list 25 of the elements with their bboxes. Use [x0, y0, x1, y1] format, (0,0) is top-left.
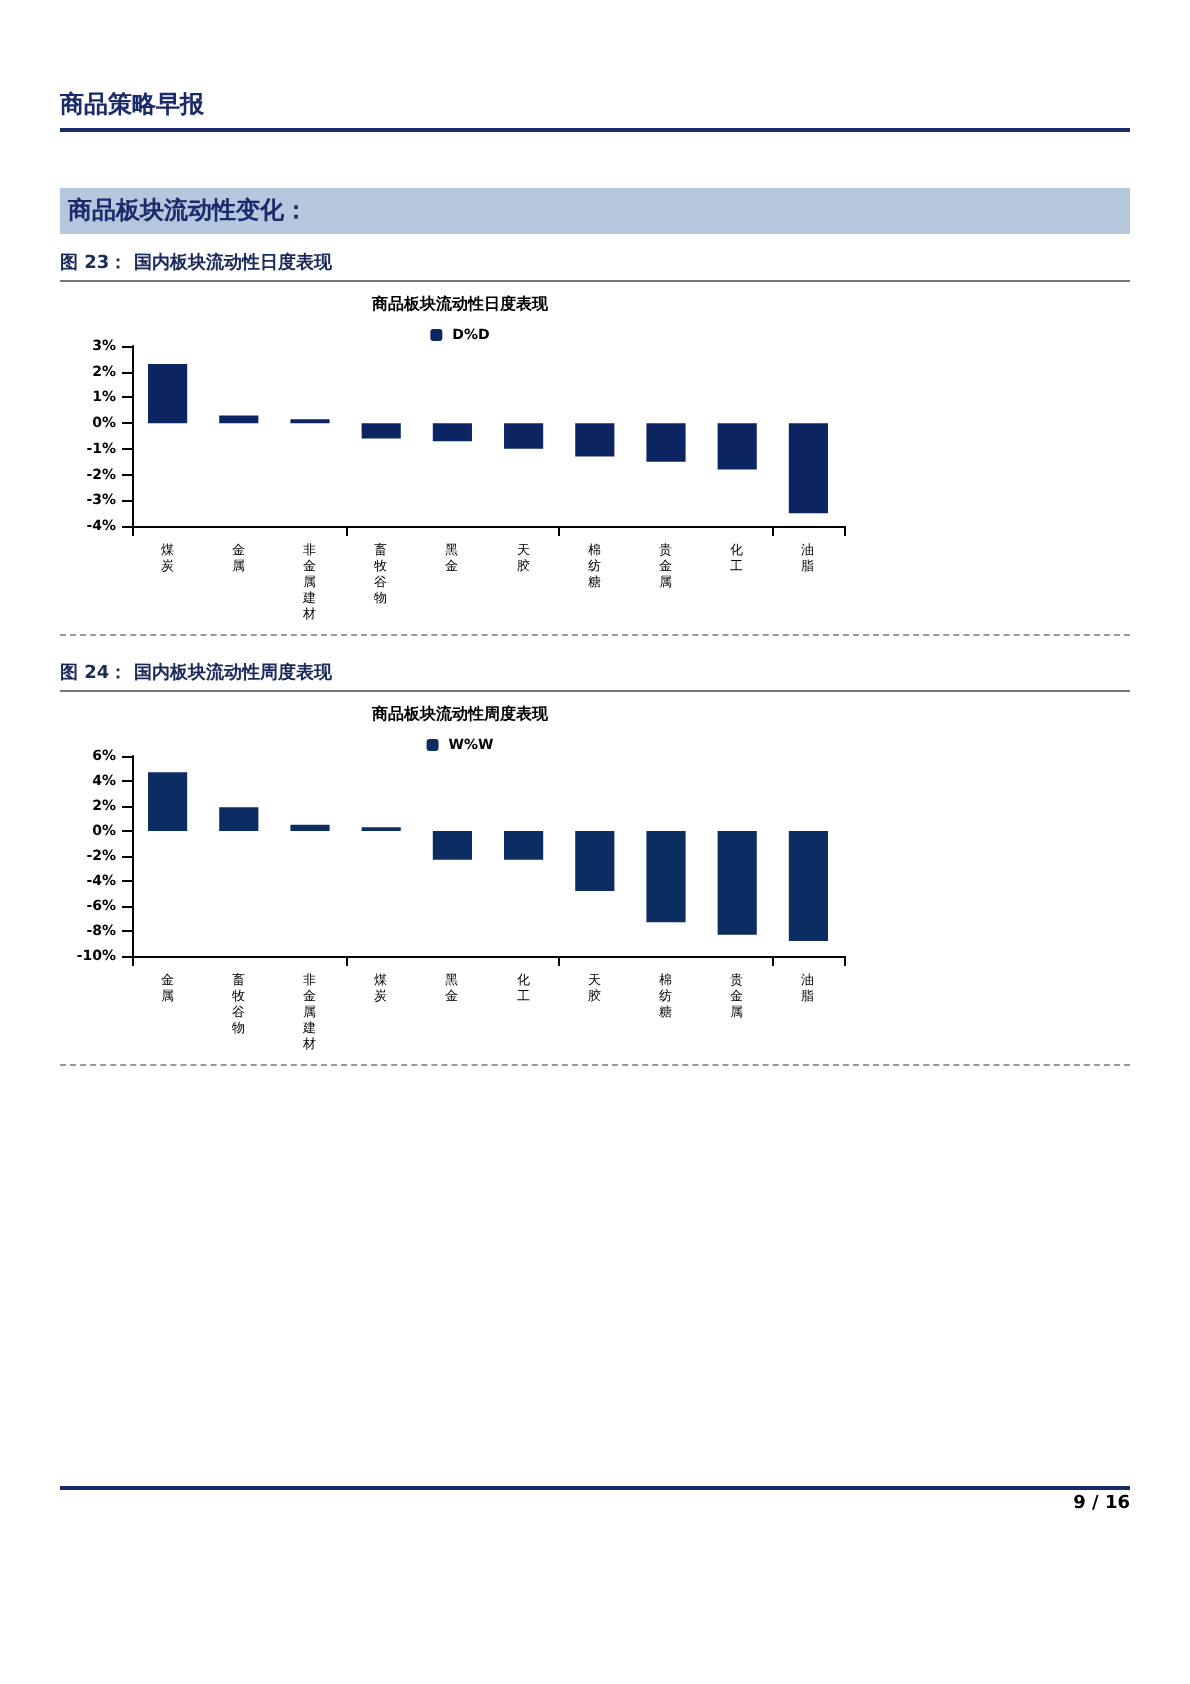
- text: 商品板块流动性变化：: [60, 188, 1130, 234]
- bar: [148, 364, 188, 424]
- text: 商品策略早报: [60, 88, 1130, 132]
- bar: [717, 831, 757, 935]
- chart-title: 商品板块流动性日度表现: [370, 293, 550, 313]
- bar: [788, 423, 828, 514]
- bar: [432, 423, 472, 442]
- bar: [646, 831, 686, 923]
- chart-title: 商品板块流动性周度表现: [370, 703, 550, 723]
- bar: [361, 423, 401, 439]
- bar: [717, 423, 757, 470]
- bar: [646, 423, 686, 462]
- bar: [504, 831, 544, 860]
- text: 9 / 16: [60, 1486, 1130, 1514]
- bar: [432, 831, 472, 860]
- bar: [219, 415, 259, 424]
- chart-subtitle: 图 24： 国内板块流动性周度表现: [60, 656, 1130, 692]
- bar: [504, 423, 544, 449]
- bar: [290, 824, 330, 831]
- bar: [575, 423, 615, 457]
- bar: [575, 831, 615, 891]
- bar: [788, 831, 828, 941]
- bar: [148, 772, 188, 831]
- bar: [219, 807, 259, 831]
- chart-subtitle: 图 23： 国内板块流动性日度表现: [60, 246, 1130, 282]
